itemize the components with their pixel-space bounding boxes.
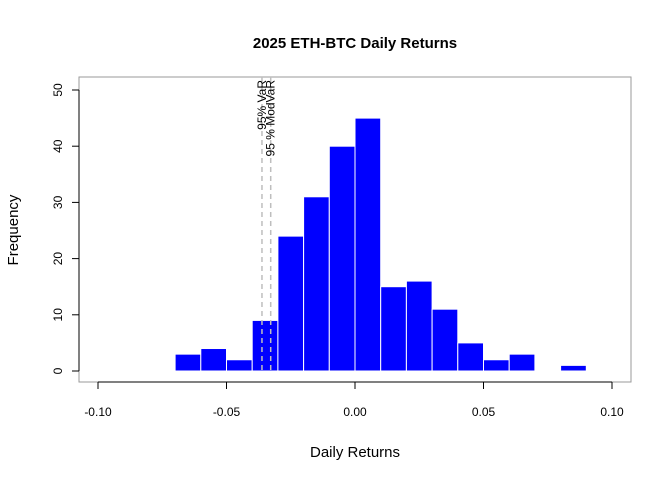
chart-title: 2025 ETH-BTC Daily Returns [253, 35, 457, 52]
histogram-bar [431, 308, 459, 372]
x-axis-label: Daily Returns [310, 444, 400, 461]
y-tick-label: 50 [51, 83, 65, 97]
reference-line-label: 95% VaR [255, 80, 269, 130]
histogram-bar [277, 235, 305, 372]
histogram-bar [483, 359, 510, 372]
histogram-bar [380, 286, 407, 372]
histogram-bar [405, 280, 433, 372]
histogram-bar [174, 353, 202, 372]
histogram-bar [457, 342, 484, 372]
x-tick-label: 0.00 [343, 405, 367, 419]
x-tick-label: 0.10 [600, 405, 624, 419]
y-tick-label: 40 [51, 139, 65, 153]
y-tick-label: 30 [51, 195, 65, 209]
y-tick-label: 10 [51, 308, 65, 322]
x-tick-label: 0.05 [472, 405, 496, 419]
y-tick-label: 0 [51, 367, 65, 374]
histogram-bar [328, 145, 356, 372]
histogram-bar [200, 348, 228, 372]
histogram-bar [560, 364, 587, 372]
x-tick-label: -0.05 [213, 405, 241, 419]
reference-line-label: 95 % ModVaR [264, 80, 278, 157]
histogram-bar [251, 319, 279, 372]
histogram-bar [354, 117, 382, 372]
x-tick-label: -0.10 [84, 405, 112, 419]
y-axis-label: Frequency [5, 194, 22, 265]
histogram-bar [226, 359, 253, 372]
histogram-bar [508, 353, 536, 372]
histogram-bar [303, 196, 330, 372]
y-tick-label: 20 [51, 252, 65, 266]
